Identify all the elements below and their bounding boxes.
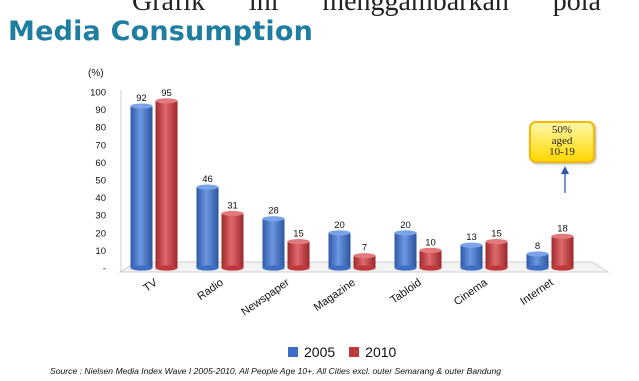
bar-cap xyxy=(419,247,442,253)
y-tick-label: 50 xyxy=(95,176,106,187)
x-tick-label-magazine: Magazine xyxy=(312,277,358,314)
bar-base xyxy=(130,265,153,271)
bar-2010-cinema xyxy=(485,241,508,268)
bg-word: pola xyxy=(552,0,601,17)
y-tick-label: 40 xyxy=(95,193,106,204)
callout-line-3: 10-19 xyxy=(549,146,575,158)
callout-line-1: 50% xyxy=(551,124,573,136)
bar-value-label: 46 xyxy=(202,174,213,185)
bar-cap xyxy=(460,242,483,248)
x-tick-label-tabloid: Tabloid xyxy=(388,277,423,307)
bar-value-label: 7 xyxy=(362,243,367,254)
x-tick-label-tv: TV xyxy=(141,276,160,294)
bar-value-label: 10 xyxy=(425,237,436,248)
bar-cap xyxy=(196,184,219,190)
bar-cap xyxy=(526,251,549,257)
bar-cap xyxy=(155,98,178,104)
callout-arrow-head xyxy=(561,166,569,174)
bar-2005-tv xyxy=(130,106,153,268)
bar-value-label: 95 xyxy=(161,88,172,99)
bar-2010-internet xyxy=(551,236,574,268)
bar-value-label: 20 xyxy=(400,220,411,231)
bg-word: menggambarkan xyxy=(322,0,509,17)
bar-base xyxy=(353,265,376,271)
bg-word: ini xyxy=(248,0,279,17)
bar-2010-newspaper xyxy=(287,241,310,268)
bar-2010-magazine xyxy=(353,255,376,268)
bar-value-label: 20 xyxy=(334,220,345,231)
bar-cap xyxy=(353,253,376,259)
bar-2005-tabloid xyxy=(394,232,417,268)
bar-2005-internet xyxy=(526,253,549,268)
x-tick-label-newspaper: Newspaper xyxy=(239,276,292,318)
bar-base xyxy=(262,265,285,271)
bar-2010-tv xyxy=(155,100,178,268)
bar-base xyxy=(221,265,244,271)
bar-base xyxy=(460,265,483,271)
legend-swatch xyxy=(349,347,360,357)
y-tick-label: 60 xyxy=(95,158,106,169)
bar-base xyxy=(328,265,351,271)
bg-word: Grafik xyxy=(132,0,206,17)
bar-value-label: 13 xyxy=(466,232,477,243)
x-tick-label-internet: Internet xyxy=(518,277,555,308)
bar-value-label: 28 xyxy=(268,206,279,217)
legend-label: 2010 xyxy=(365,344,397,360)
bar-2005-radio xyxy=(196,187,219,268)
bar-value-label: 92 xyxy=(136,93,147,104)
legend-item-2010: 2010 xyxy=(349,344,396,360)
callout-line-2: aged xyxy=(551,135,573,147)
bar-base xyxy=(485,265,508,271)
page-title: Media Consumption xyxy=(8,16,314,47)
bar-base xyxy=(551,265,574,271)
x-tick-label-radio: Radio xyxy=(195,277,225,303)
y-tick-label: 10 xyxy=(95,246,106,257)
bar-cap xyxy=(221,210,244,217)
bar-value-label: 15 xyxy=(491,229,502,240)
y-tick-label: 90 xyxy=(95,105,106,116)
bar-value-label: 8 xyxy=(535,241,540,252)
bar-base xyxy=(419,265,442,271)
bar-2005-magazine xyxy=(328,232,351,268)
source-note: Source : Nielsen Media Index Wave I 2005… xyxy=(50,366,502,376)
legend-item-2005: 2005 xyxy=(288,344,335,360)
chart-legend: 2005 2010 xyxy=(288,344,410,360)
bar-base xyxy=(526,265,549,271)
y-tick-label: 70 xyxy=(95,140,106,151)
background-paragraph-text: Grafik ini menggambarkan pola xyxy=(0,0,639,26)
y-axis-label: (%) xyxy=(88,68,104,79)
x-tick-label-cinema: Cinema xyxy=(452,276,491,308)
bar-value-label: 18 xyxy=(557,223,568,234)
legend-swatch xyxy=(288,347,298,357)
bar-base xyxy=(394,265,417,271)
y-tick-label: 100 xyxy=(90,88,106,99)
legend-label: 2005 xyxy=(304,344,336,360)
y-tick-label: - xyxy=(103,264,106,275)
bar-cap xyxy=(328,230,351,236)
bar-cap xyxy=(394,230,417,236)
age-callout-badge: 50% aged 10-19 xyxy=(529,121,595,163)
bar-cap xyxy=(130,103,153,109)
y-tick-label: 20 xyxy=(95,228,106,239)
bar-2005-newspaper xyxy=(262,218,285,268)
bar-cap xyxy=(551,233,574,239)
bar-cap xyxy=(485,239,508,245)
bar-cap xyxy=(262,216,285,222)
y-tick-label: 80 xyxy=(95,123,106,134)
bar-2005-cinema xyxy=(460,245,483,268)
bar-base xyxy=(287,265,310,271)
bar-2010-tabloid xyxy=(419,250,442,268)
bar-cap xyxy=(287,239,310,245)
bar-base xyxy=(196,265,219,271)
bar-value-label: 31 xyxy=(227,200,238,211)
y-tick-label: 30 xyxy=(95,211,106,222)
bar-value-label: 15 xyxy=(293,229,304,240)
bar-base xyxy=(155,265,178,271)
bar-2010-radio xyxy=(221,213,244,268)
